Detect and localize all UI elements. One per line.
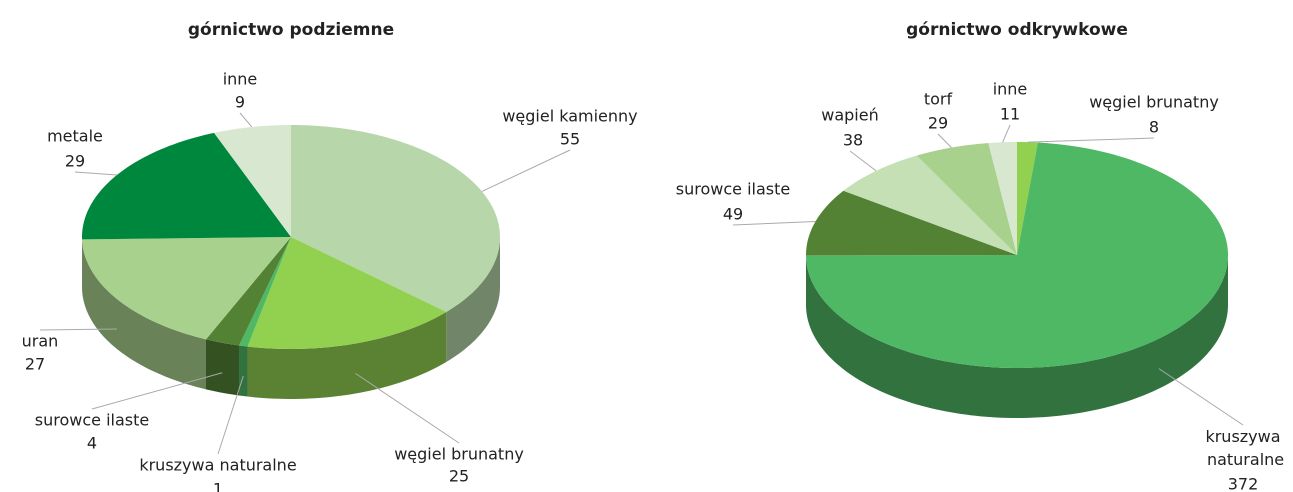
leader-line: [39, 328, 117, 331]
slice-label: kruszywa naturalne: [139, 456, 296, 475]
slice-label: inne: [993, 80, 1028, 99]
leader-line: [239, 112, 253, 128]
slice: [214, 125, 291, 237]
value-label: 29: [928, 114, 948, 133]
slice: [806, 190, 1017, 256]
value-label: 4: [87, 434, 97, 453]
slice: [843, 155, 1017, 255]
slice: [239, 237, 291, 347]
slice-label: kruszywa naturalne: [1202, 427, 1284, 469]
value-label: 55: [560, 130, 580, 149]
slice-label: surowce ilaste: [676, 180, 790, 199]
leader-line: [481, 149, 571, 192]
slice-label: inne: [223, 70, 258, 89]
slice-label: metale: [47, 127, 103, 146]
slice: [1017, 142, 1038, 255]
slice: [916, 143, 1017, 255]
value-label: 27: [25, 355, 45, 374]
value-label: 1: [213, 480, 223, 492]
slice-side: [806, 255, 1228, 418]
slice: [82, 132, 291, 240]
value-label: 9: [235, 93, 245, 112]
leader-line: [1027, 137, 1155, 143]
slice-side: [205, 339, 240, 396]
slice-label: węgiel brunatny: [394, 445, 524, 464]
value-label: 29: [65, 152, 85, 171]
slice-label: węgiel kamienny: [502, 107, 637, 126]
leader-line: [1158, 368, 1244, 426]
slice: [82, 237, 291, 340]
chart-title: górnictwo odkrywkowe: [906, 20, 1128, 40]
leader-line: [937, 133, 952, 148]
slice: [205, 237, 291, 346]
leader-line: [1002, 124, 1011, 143]
leader-line: [217, 375, 244, 455]
chart-title: górnictwo podziemne: [188, 20, 394, 40]
leader-line: [732, 221, 816, 226]
slice-side: [82, 239, 206, 390]
value-label: 49: [723, 205, 743, 224]
leader-line: [91, 372, 223, 410]
value-label: 11: [1000, 105, 1020, 124]
slice-label: surowce ilaste: [35, 411, 149, 430]
value-label: 25: [449, 467, 469, 486]
value-label: 38: [843, 131, 863, 150]
slice: [291, 125, 500, 312]
slice-label: uran: [22, 332, 59, 351]
slice-label: wapień: [821, 106, 878, 125]
slice-side: [247, 311, 447, 399]
slice-label: węgiel brunatny: [1089, 93, 1219, 112]
slice-side: [239, 345, 248, 397]
leader-line: [74, 171, 117, 176]
value-label: 8: [1149, 118, 1159, 137]
leader-line: [849, 150, 877, 172]
slice: [806, 142, 1228, 368]
slice-side: [446, 237, 500, 362]
leader-line: [355, 373, 460, 444]
slice-label: torf: [924, 90, 953, 109]
slice: [247, 237, 447, 349]
slice: [988, 142, 1017, 255]
value-label: 372: [1228, 475, 1259, 492]
